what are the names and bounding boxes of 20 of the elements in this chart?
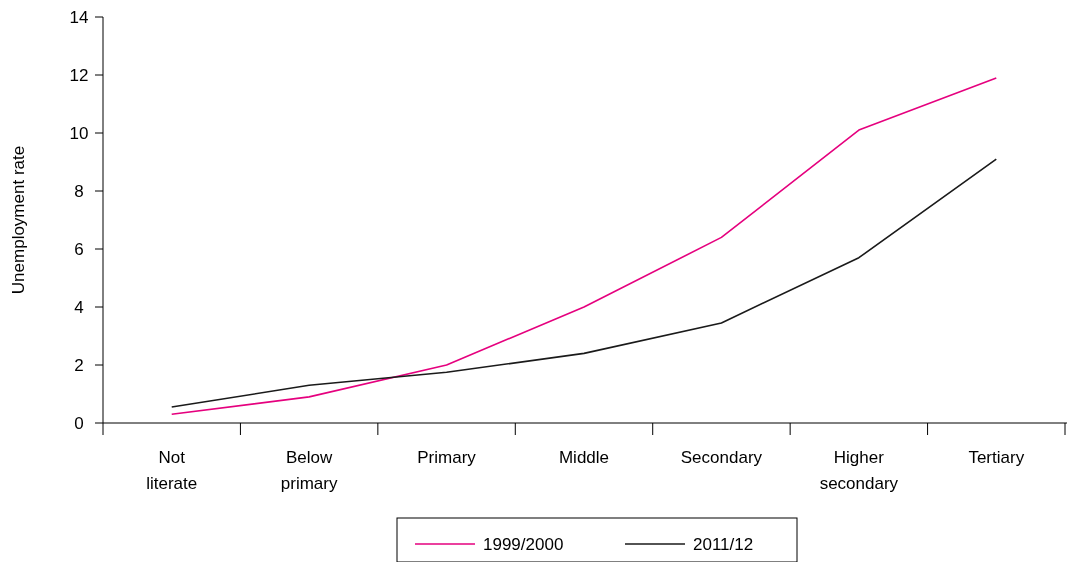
x-tick-label: Not literate xyxy=(146,448,198,493)
y-tick-label: 2 xyxy=(74,355,84,375)
y-tick-label: 4 xyxy=(74,297,84,317)
y-tick-label: 0 xyxy=(74,413,84,433)
line-series xyxy=(170,158,998,408)
x-tick-label: Higher secondary xyxy=(819,448,899,493)
legend-label: 2011/12 xyxy=(693,534,754,554)
x-tick-label: Secondary xyxy=(680,448,763,467)
x-tick-label: Below primary xyxy=(280,448,338,493)
x-tick-label: Middle xyxy=(558,448,610,467)
x-tick-label: Primary xyxy=(417,448,477,467)
legend-label: 1999/2000 xyxy=(483,534,564,554)
y-tick-label: 6 xyxy=(74,239,84,259)
y-tick-label: 8 xyxy=(74,181,84,201)
y-tick-label: 14 xyxy=(69,7,89,27)
x-tick-label: Tertiary xyxy=(968,448,1025,467)
y-tick-label: 12 xyxy=(69,65,89,85)
y-tick-label: 10 xyxy=(69,123,89,143)
y-axis-title: Unemployment rate xyxy=(9,145,28,295)
line-series xyxy=(170,77,998,416)
